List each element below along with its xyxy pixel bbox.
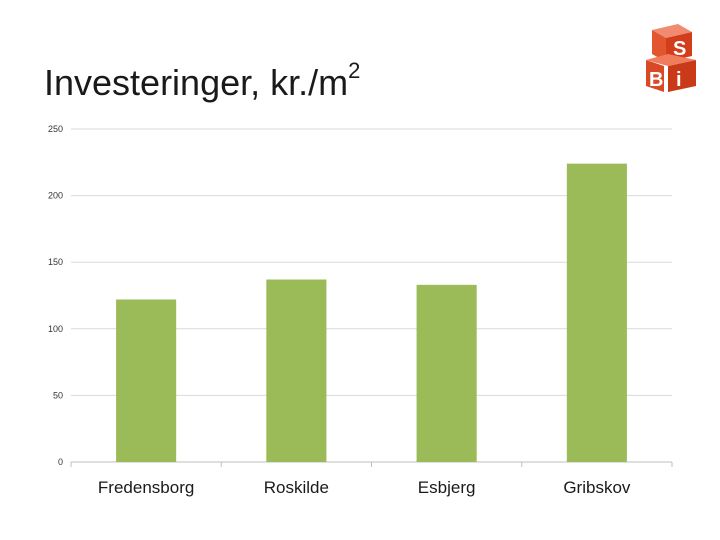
y-tick-label: 50 — [53, 390, 63, 400]
bar-fredensborg — [116, 299, 177, 462]
sbi-logo: S B i — [646, 24, 696, 92]
logo-lower-cube-left — [646, 60, 664, 92]
logo-lower-cube-top — [646, 54, 696, 66]
logo-lower-cube-right — [668, 60, 696, 92]
bar-gribskov — [566, 163, 627, 462]
y-tick-label: 150 — [48, 257, 63, 267]
y-tick-label: 100 — [48, 324, 63, 334]
y-tick-label: 250 — [48, 124, 63, 134]
x-tick-label: Fredensborg — [98, 478, 194, 497]
slide-title: Investeringer, kr./m2 — [44, 58, 360, 104]
logo-cube-top-face — [652, 24, 692, 38]
y-tick-label: 0 — [58, 457, 63, 467]
title-main-text: Investeringer, kr./m — [44, 62, 349, 103]
logo-cube-front-face — [652, 30, 666, 62]
x-tick-label: Gribskov — [563, 478, 631, 497]
title-superscript: 2 — [348, 58, 361, 83]
bar-roskilde — [266, 279, 327, 462]
x-tick-label: Roskilde — [264, 478, 329, 497]
logo-letter-s: S — [673, 38, 686, 60]
logo-letter-i: i — [676, 69, 682, 91]
y-tick-label: 200 — [48, 191, 63, 201]
bar-esbjerg — [416, 284, 477, 462]
x-tick-label: Esbjerg — [418, 478, 476, 497]
logo-cube-side-face — [666, 32, 692, 62]
logo-letter-b: B — [649, 69, 663, 91]
